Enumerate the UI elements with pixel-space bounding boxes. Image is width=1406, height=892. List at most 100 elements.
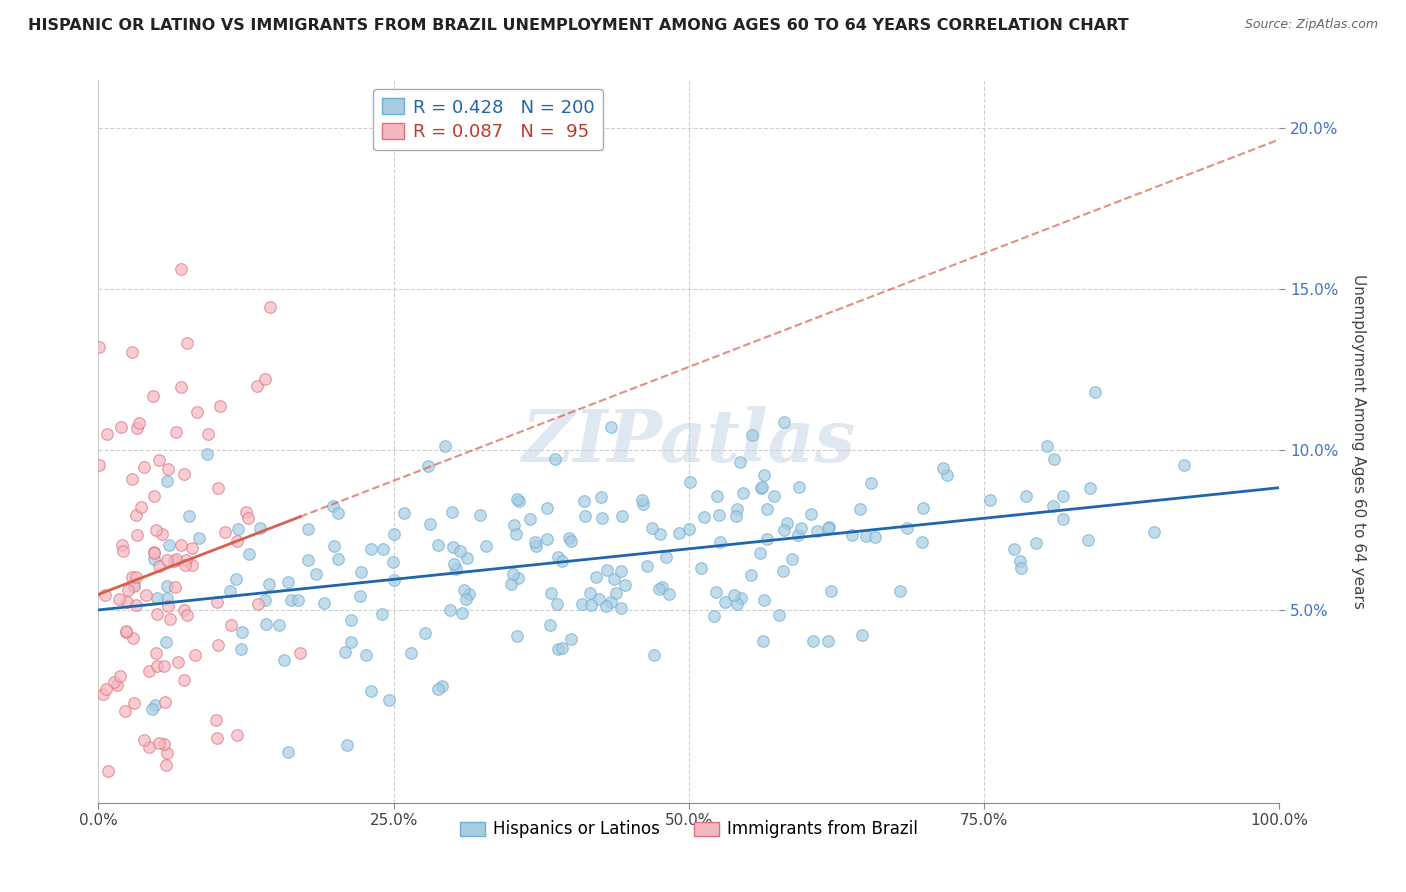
Point [714, 595, 737, 609]
Point [229, 642, 252, 657]
Point [155, 758, 177, 772]
Point [110, 669, 132, 683]
Point [174, 558, 197, 572]
Point [94, 682, 117, 697]
Point [173, 467, 195, 481]
Point [579, 598, 602, 612]
Point [297, 523, 319, 537]
Point [752, 593, 775, 607]
Point [339, 635, 361, 649]
Point [749, 481, 772, 495]
Point [93, 687, 115, 701]
Point [125, 508, 148, 522]
Point [176, 336, 198, 351]
Point [297, 552, 319, 566]
Point [605, 586, 627, 600]
Point [818, 520, 841, 534]
Point [727, 502, 749, 516]
Point [651, 580, 673, 594]
Point [105, 678, 128, 692]
Point [889, 583, 911, 598]
Point [181, 558, 204, 573]
Point [768, 607, 790, 622]
Point [505, 526, 527, 541]
Point [547, 549, 569, 564]
Point [165, 551, 187, 566]
Point [449, 544, 471, 558]
Point [288, 647, 311, 661]
Point [134, 732, 156, 747]
Point [142, 546, 165, 560]
Point [152, 527, 174, 541]
Point [655, 550, 678, 565]
Point [371, 542, 394, 557]
Point [751, 480, 773, 494]
Point [600, 420, 623, 434]
Point [253, 372, 276, 386]
Point [249, 521, 271, 535]
Point [536, 501, 558, 516]
Point [208, 399, 231, 413]
Point [790, 521, 813, 535]
Point [457, 587, 479, 601]
Point [146, 607, 169, 621]
Point [163, 580, 186, 594]
Point [499, 577, 522, 591]
Point [427, 682, 450, 697]
Point [1010, 561, 1032, 575]
Point [195, 447, 218, 461]
Point [571, 597, 593, 611]
Point [197, 427, 219, 442]
Point [382, 555, 405, 569]
Point [207, 481, 229, 495]
Point [103, 675, 125, 690]
Point [254, 593, 277, 607]
Point [560, 534, 582, 549]
Point [776, 516, 799, 530]
Point [127, 527, 149, 541]
Point [219, 617, 242, 632]
Point [115, 595, 138, 609]
Point [238, 511, 260, 525]
Point [235, 505, 257, 519]
Point [145, 523, 167, 537]
Point [741, 427, 763, 442]
Point [752, 634, 775, 648]
Point [786, 528, 808, 542]
Point [413, 626, 436, 640]
Point [148, 736, 170, 750]
Point [595, 563, 617, 577]
Point [371, 607, 394, 621]
Point [181, 541, 204, 556]
Point [157, 462, 180, 476]
Point [125, 420, 148, 434]
Point [121, 569, 143, 583]
Point [860, 476, 883, 491]
Point [96, 426, 118, 441]
Point [441, 540, 464, 554]
Point [979, 492, 1001, 507]
Point [524, 539, 547, 553]
Point [254, 616, 277, 631]
Point [1078, 481, 1101, 495]
Point [502, 566, 524, 581]
Point [863, 530, 886, 544]
Point [426, 538, 449, 552]
Point [167, 655, 190, 669]
Point [440, 505, 463, 519]
Point [322, 500, 344, 514]
Point [787, 480, 810, 494]
Point [773, 416, 796, 430]
Point [419, 516, 441, 531]
Point [1084, 384, 1107, 399]
Point [401, 646, 423, 660]
Point [273, 653, 295, 667]
Point [817, 521, 839, 535]
Point [588, 591, 610, 606]
Point [782, 551, 804, 566]
Point [277, 745, 299, 759]
Point [138, 665, 160, 679]
Point [725, 508, 748, 523]
Point [179, 509, 201, 524]
Point [143, 552, 166, 566]
